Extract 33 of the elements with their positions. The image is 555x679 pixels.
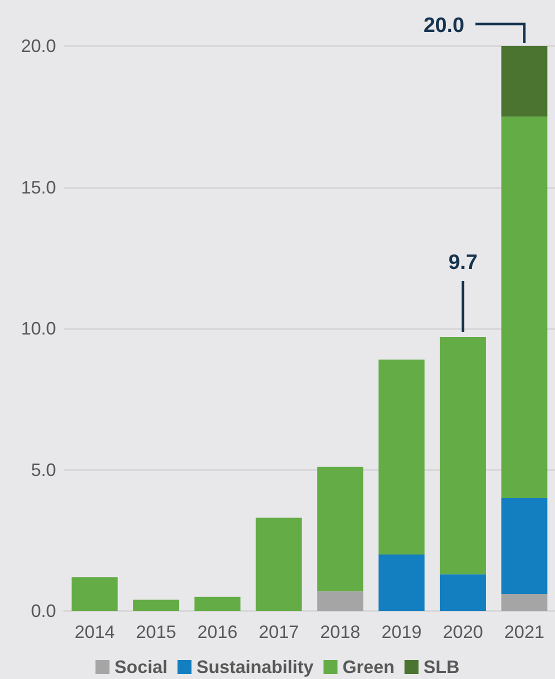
legend-label: Green — [342, 657, 395, 677]
x-tick-label: 2015 — [136, 622, 176, 642]
bar — [133, 600, 180, 611]
bar — [378, 554, 425, 611]
y-tick-label: 20.0 — [20, 36, 56, 56]
annotation: 20.0 — [423, 14, 464, 37]
x-tick-label: 2020 — [442, 622, 483, 642]
x-tick-label: 2018 — [320, 622, 360, 642]
bar — [72, 577, 118, 611]
y-tick-label: 15.0 — [20, 177, 56, 198]
x-tick-label: 2021 — [504, 622, 544, 642]
bar — [256, 518, 302, 611]
bar — [440, 336, 486, 574]
y-tick-label: 10.0 — [20, 318, 56, 338]
bar — [317, 466, 364, 592]
bar — [501, 498, 548, 594]
bar — [501, 46, 548, 117]
bar — [378, 360, 425, 554]
x-tick-label: 2017 — [258, 622, 299, 642]
bar — [501, 116, 548, 498]
bar — [194, 596, 240, 611]
legend-label: SLB — [424, 657, 460, 677]
annotation: 9.7 — [448, 250, 478, 274]
legend-label: Sustainability — [196, 657, 314, 677]
bar — [501, 594, 548, 611]
x-tick-label: 2016 — [197, 622, 238, 642]
legend-label: Social — [114, 657, 168, 677]
bar — [440, 574, 486, 611]
x-tick-label: 2014 — [74, 622, 115, 642]
x-tick-label: 2019 — [382, 622, 422, 642]
bar — [317, 591, 364, 611]
y-tick-label: 5.0 — [30, 460, 56, 480]
y-tick-label: 0.0 — [30, 601, 56, 621]
